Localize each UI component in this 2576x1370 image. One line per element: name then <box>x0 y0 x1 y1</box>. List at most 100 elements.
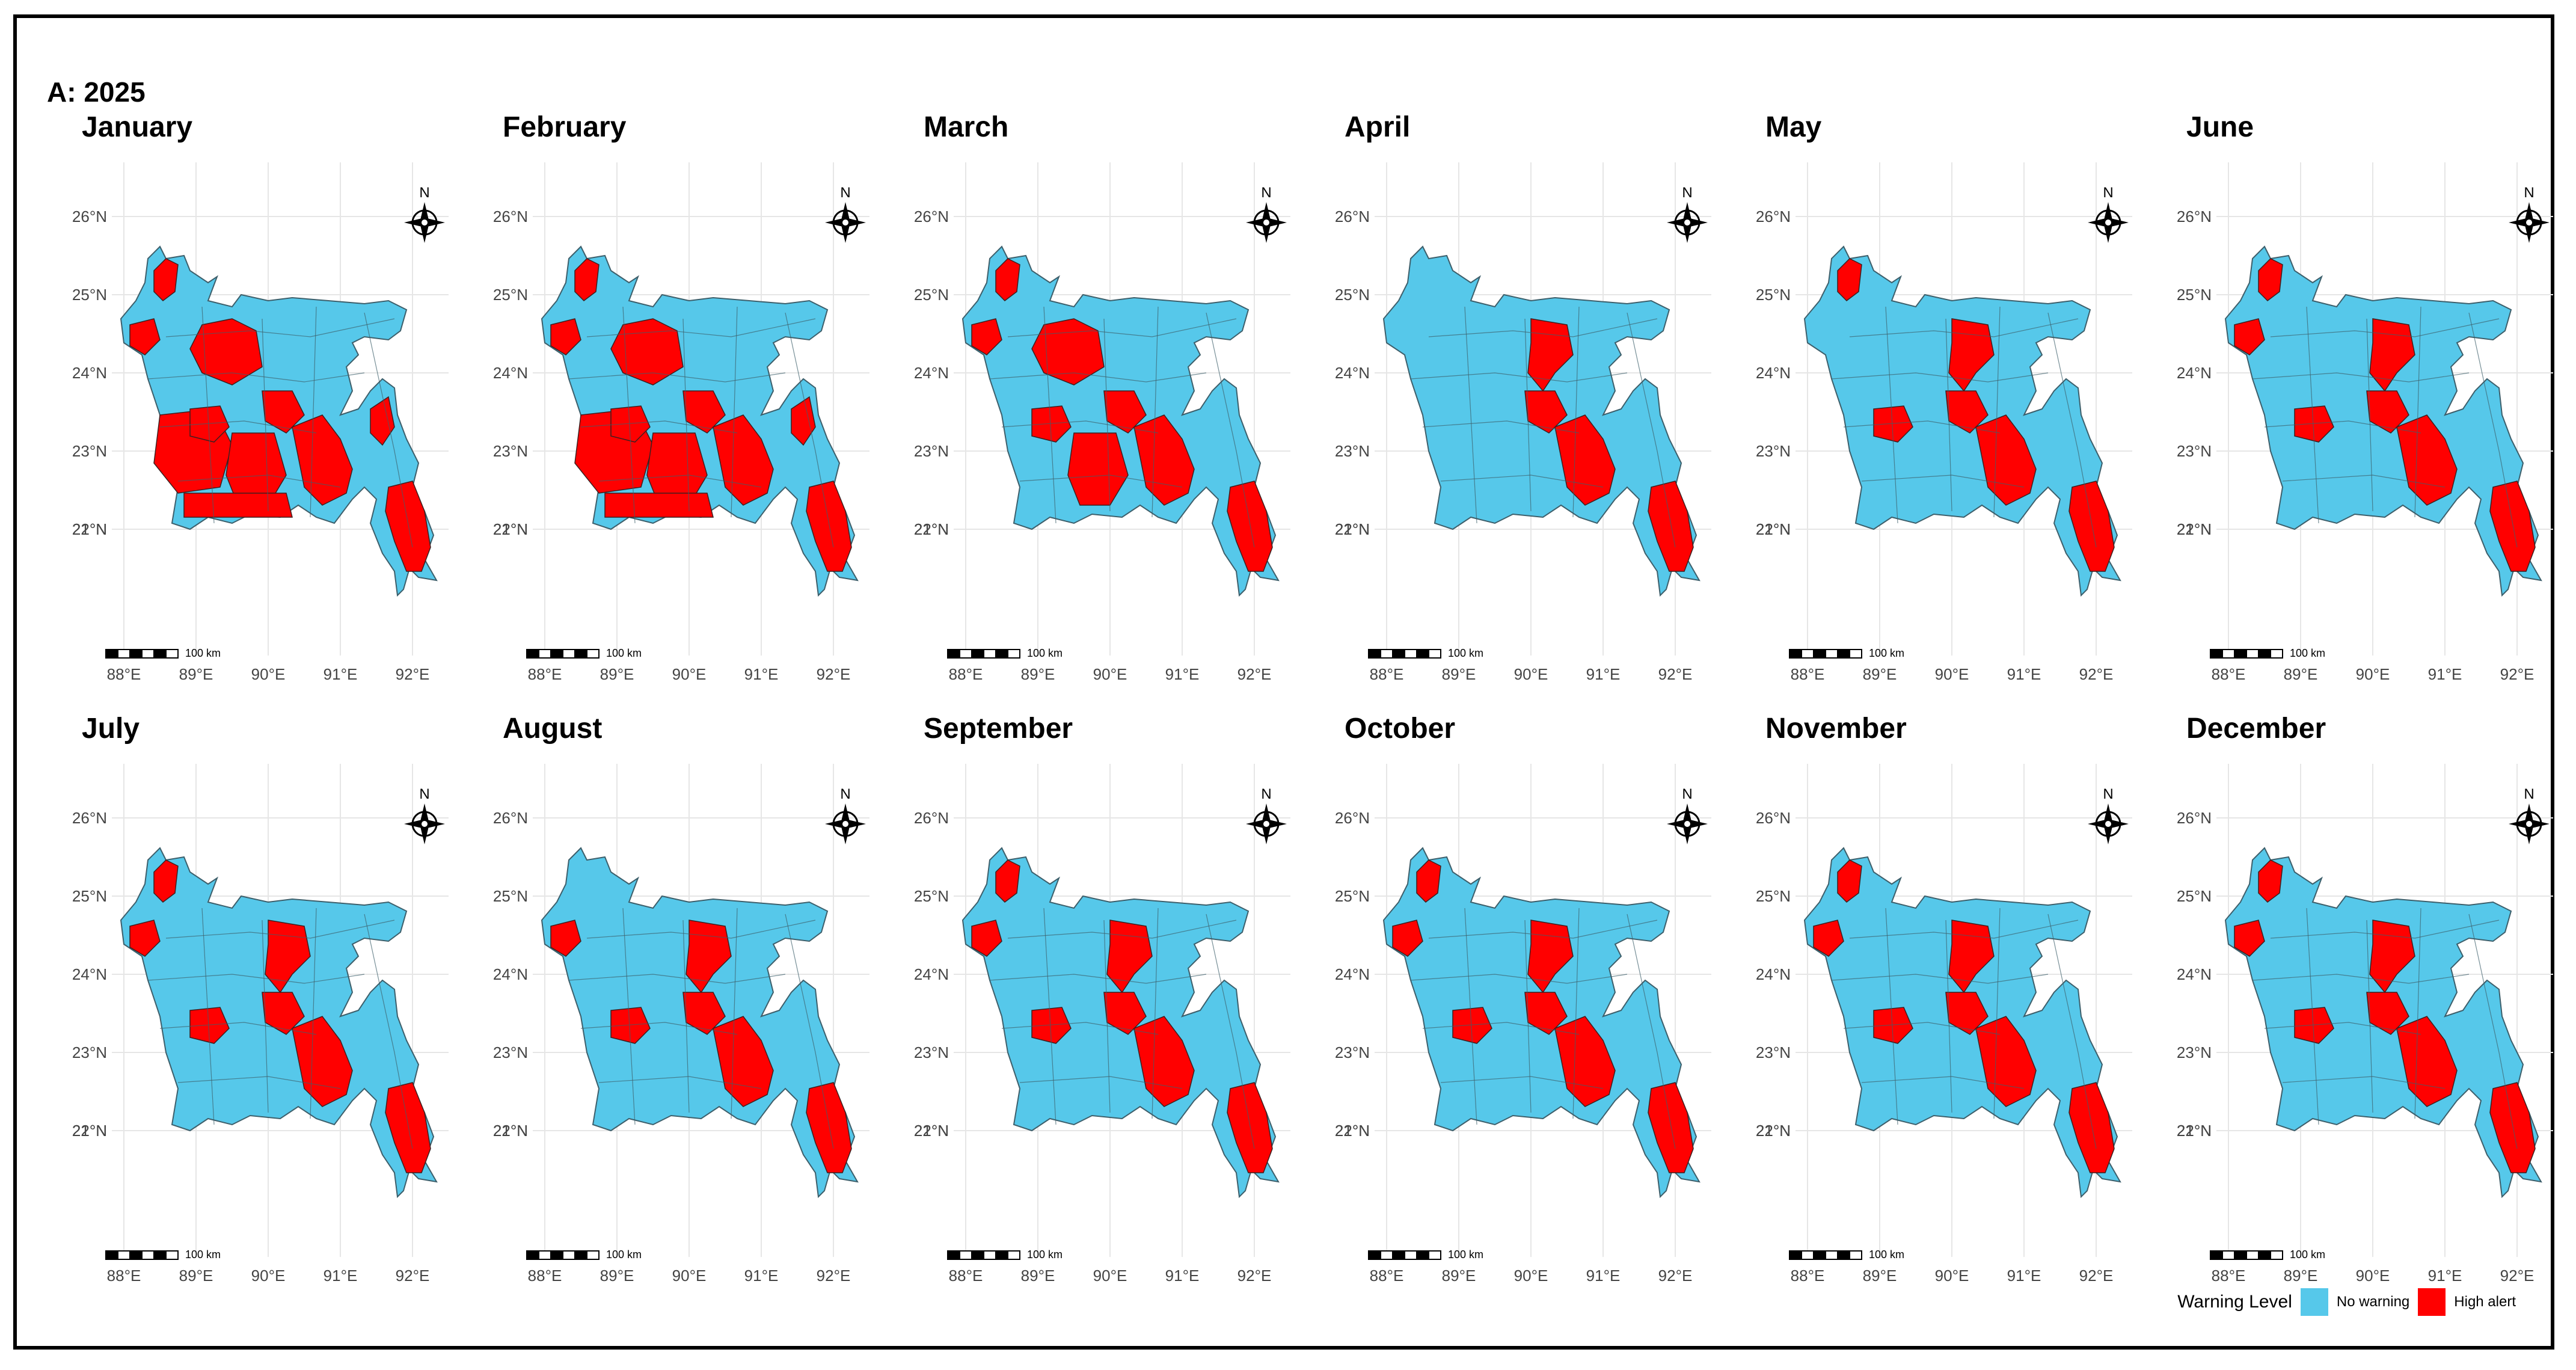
district-border <box>1043 306 1056 524</box>
district-border <box>159 1022 317 1035</box>
district-border <box>1001 420 1159 434</box>
y-tick-label: 21°N <box>493 1122 528 1140</box>
scale-label: 100 km <box>1027 1249 1063 1261</box>
x-tick-label: 88°E <box>1370 665 1404 683</box>
month-title: March <box>924 111 1009 143</box>
panel-title: A: 2025 <box>47 76 146 108</box>
y-tick-label: 24°N <box>493 965 528 983</box>
x-tick-label: 90°E <box>1514 665 1548 683</box>
x-tick-label: 88°E <box>1791 1267 1825 1285</box>
region-central-high-alert <box>1031 318 1105 386</box>
x-tick-label: 89°E <box>1442 665 1476 683</box>
y-tick-label: 23°N <box>72 1043 107 1061</box>
y-tick-label: 21°N <box>72 1122 107 1140</box>
x-tick-label: 92°E <box>396 665 430 683</box>
district-border <box>2264 420 2421 434</box>
district-border <box>1152 908 1159 1119</box>
y-tick-label: 25°N <box>914 887 949 905</box>
y-tick-label: 22°N <box>72 1122 107 1140</box>
district-border <box>2366 920 2373 1113</box>
y-tick-label: 21°N <box>72 520 107 538</box>
scale-bar: 100 km <box>105 647 221 659</box>
district-border <box>586 920 816 939</box>
y-tick-label: 23°N <box>1756 442 1791 460</box>
region-cox-bazar-high-alert <box>385 1082 431 1173</box>
y-tick-label: 23°N <box>1335 1043 1370 1061</box>
north-label: N <box>2103 185 2113 201</box>
north-arrow-icon: N <box>2088 185 2129 243</box>
district-border <box>568 974 786 984</box>
scale-label: 100 km <box>606 1249 642 1261</box>
map-cell-august: August 26°N 25°N 24°N 23°N 22°N 21°N 88°E 89°E 90… <box>493 713 924 1317</box>
district-border <box>1422 420 1580 434</box>
y-tick-label: 25°N <box>914 286 949 304</box>
region-cox-bazar-high-alert <box>385 481 431 572</box>
x-tick-label: 90°E <box>1935 665 1969 683</box>
scale-bar: 100 km <box>1368 647 1483 659</box>
district-border <box>1524 318 1532 512</box>
district-border <box>1945 920 1952 1113</box>
region-chittagong-east-high-alert <box>791 396 816 446</box>
legend-swatch-high-alert <box>2418 1288 2446 1316</box>
region-north-west-high-alert <box>1392 920 1423 957</box>
district-border <box>1849 920 2079 939</box>
y-tick-label: 21°N <box>493 520 528 538</box>
map-cell-december: December 26°N 25°N 24°N 23°N 22°N 21°N 88°E 89°E… <box>2177 713 2576 1317</box>
district-border <box>201 306 215 524</box>
region-central-high-alert <box>189 318 263 386</box>
x-tick-label: 90°E <box>1093 665 1127 683</box>
y-tick-label: 24°N <box>1756 965 1791 983</box>
north-arrow-icon: N <box>2509 185 2550 243</box>
y-tick-label: 25°N <box>72 286 107 304</box>
y-tick-label: 22°N <box>493 1122 528 1140</box>
district-border <box>147 974 365 984</box>
region-mid-south-high-alert <box>1554 414 1616 506</box>
district-border <box>1627 312 1676 548</box>
map-april: 26°N 25°N 24°N 23°N 22°N21°N 88°E 89°E 90°E 91°E… <box>1335 162 1711 683</box>
y-tick-label: 26°N <box>2177 207 2212 226</box>
month-title: November <box>1765 713 1907 745</box>
map-cell-july: July 26°N 25°N 24°N 23°N 22°N 21°N 88°E 89°E 90°E… <box>72 713 503 1317</box>
district-border <box>1849 318 2079 337</box>
district-border <box>147 372 365 382</box>
region-mid-south-high-alert <box>1975 1016 2037 1107</box>
y-tick-label: 26°N <box>1756 809 1791 827</box>
y-tick-label: 24°N <box>1335 364 1370 382</box>
scale-label: 100 km <box>606 647 642 659</box>
map-cell-june: June 26°N 25°N 24°N 23°N 22°N 21°N 88°E 89°E 90°E… <box>2177 111 2576 716</box>
x-tick-label: 90°E <box>1514 1267 1548 1285</box>
x-tick-label: 89°E <box>1863 665 1897 683</box>
region-jessore-high-alert <box>610 405 651 443</box>
scale-bar: 100 km <box>2210 1249 2325 1261</box>
x-tick-label: 92°E <box>1237 665 1272 683</box>
district-border <box>165 318 395 337</box>
region-north-central-high-alert <box>2369 318 2415 392</box>
x-tick-label: 92°E <box>2079 665 2114 683</box>
north-arrow-icon: N <box>1246 185 1287 243</box>
region-mid-south-high-alert <box>1133 1016 1195 1107</box>
x-tick-label: 92°E <box>1658 665 1693 683</box>
region-cox-bazar-high-alert <box>2068 1082 2115 1173</box>
x-tick-label: 89°E <box>600 1267 634 1285</box>
scale-label: 100 km <box>1448 1249 1483 1261</box>
district-border <box>177 1076 341 1089</box>
district-border <box>2047 914 2097 1149</box>
district-border <box>262 920 269 1113</box>
month-title: September <box>924 713 1073 745</box>
region-north-tip-high-alert <box>1416 859 1441 903</box>
region-mid-south-high-alert <box>292 1016 353 1107</box>
region-jessore-high-alert <box>189 1007 230 1044</box>
x-tick-label: 91°E <box>324 1267 358 1285</box>
region-mid-south-high-alert <box>713 1016 774 1107</box>
x-tick-label: 91°E <box>2007 665 2041 683</box>
y-tick-label: 25°N <box>1756 286 1791 304</box>
y-tick-label: 22°N <box>2177 520 2212 538</box>
y-tick-label: 21°N <box>1756 520 1791 538</box>
y-tick-label: 26°N <box>72 809 107 827</box>
x-tick-label: 89°E <box>2284 1267 2318 1285</box>
district-border <box>1843 420 2001 434</box>
country-map <box>1382 245 1700 597</box>
region-cox-bazar-high-alert <box>1648 481 1694 572</box>
district-border <box>1103 318 1111 512</box>
north-label: N <box>1682 185 1692 201</box>
